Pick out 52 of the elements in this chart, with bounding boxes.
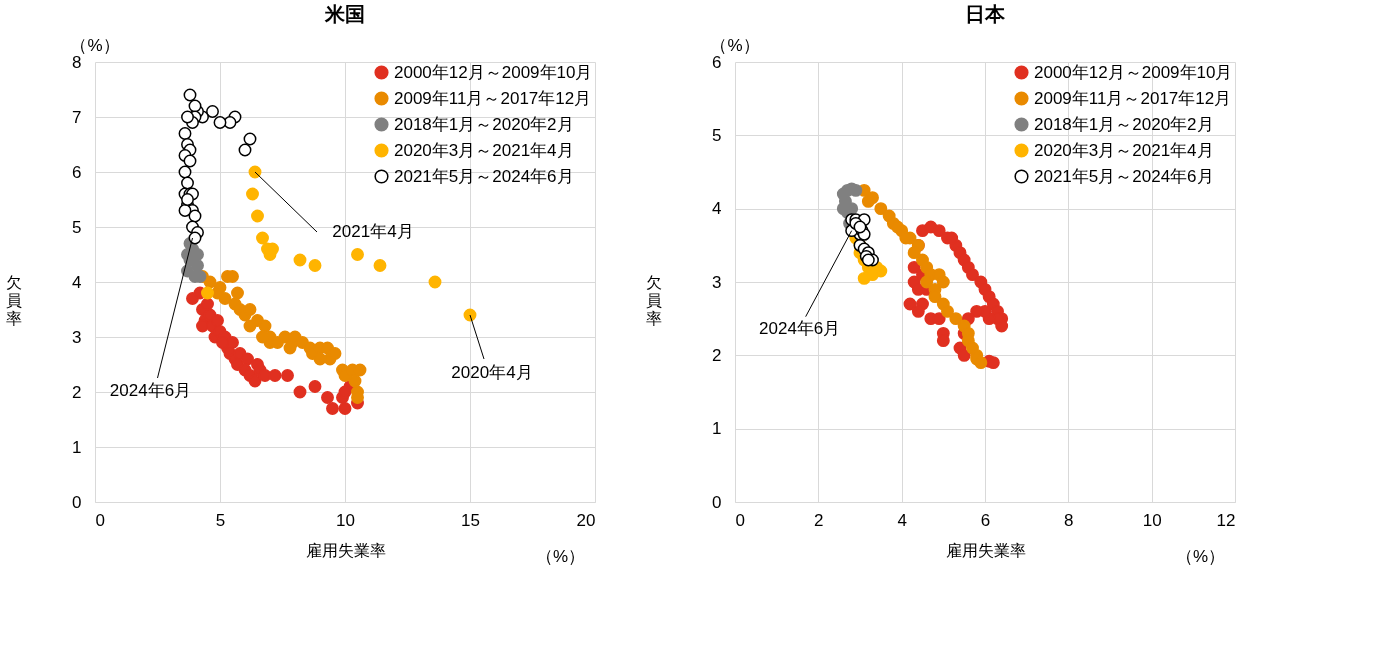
annotation: 2020年4月 (451, 363, 533, 382)
y-tick-label: 6 (72, 162, 82, 182)
annotation: 2024年6月 (109, 381, 192, 400)
x-tick-label: 0 (95, 510, 105, 530)
y-axis-title: 欠員率 (646, 273, 663, 327)
y-tick-label: 3 (712, 272, 722, 292)
text: （%） (535, 547, 585, 566)
x-tick-label: 2 (814, 510, 824, 530)
x-axis-title: 雇用失業率 (305, 541, 386, 559)
y-tick-label: 8 (72, 52, 82, 72)
chart-title: 日本 (965, 3, 1006, 25)
legend-label: 2000年12月～2009年10月 (1034, 62, 1233, 82)
y-tick-label: 7 (72, 107, 82, 127)
x-tick-label: 20 (576, 510, 596, 530)
x-tick-label: 10 (1142, 510, 1162, 530)
y-axis-title: 欠員率 (6, 273, 23, 327)
x-tick-label: 6 (980, 510, 991, 530)
text: （%） (70, 36, 120, 55)
legend-label: 2018年1月～2020年2月 (1034, 114, 1214, 134)
y-tick-label: 4 (712, 199, 722, 219)
y-tick-label: 4 (72, 272, 82, 292)
legend-label: 2018年1月～2020年2月 (394, 114, 574, 134)
legend-label: 2009年11月～2017年12月 (394, 88, 592, 108)
chart-title: 米国 (324, 3, 365, 25)
legend-label: 2021年5月～2024年6月 (1034, 166, 1214, 186)
y-tick-label: 6 (712, 52, 722, 72)
y-tick-label: 0 (72, 492, 82, 512)
y-tick-label: 5 (72, 217, 82, 237)
legend-label: 2020年3月～2021年4月 (1034, 140, 1214, 160)
legend-label: 2000年12月～2009年10月 (394, 62, 593, 82)
y-tick-label: 2 (72, 382, 82, 402)
x-tick-label: 10 (336, 510, 355, 530)
annotation: 2021年4月 (332, 222, 414, 241)
legend-label: 2009年11月～2017年12月 (1034, 88, 1232, 108)
y-tick-label: 5 (712, 125, 722, 145)
legend-label: 2021年5月～2024年6月 (394, 166, 574, 186)
x-tick-label: 5 (215, 510, 226, 530)
x-tick-label: 15 (461, 510, 480, 530)
y-tick-label: 3 (72, 327, 82, 347)
x-axis-title: 雇用失業率 (945, 541, 1026, 559)
x-tick-label: 8 (1064, 510, 1074, 530)
y-tick-label: 1 (712, 419, 722, 439)
annotation: 2024年6月 (759, 318, 841, 338)
x-tick-label: 12 (1216, 510, 1236, 530)
text: （%） (1175, 547, 1225, 566)
x-tick-label: 4 (897, 510, 907, 530)
x-tick-label: 0 (735, 510, 745, 530)
legend-label: 2020年3月～2021年4月 (394, 140, 574, 160)
y-tick-label: 0 (712, 492, 722, 512)
y-tick-label: 1 (72, 437, 82, 457)
y-tick-label: 2 (712, 345, 722, 365)
text: （%） (710, 36, 760, 55)
